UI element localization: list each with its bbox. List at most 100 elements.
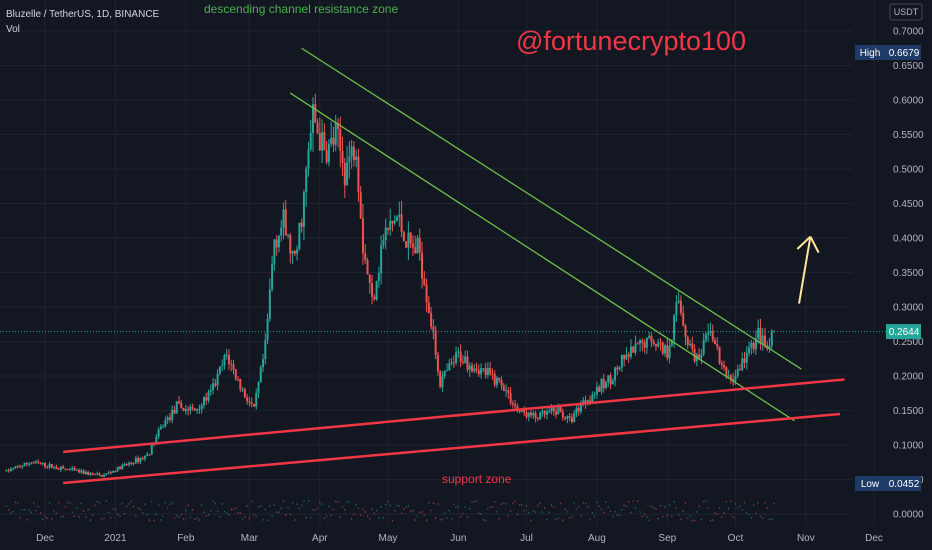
candle-body[interactable] [509, 392, 512, 404]
candle-body[interactable] [682, 312, 685, 326]
candle-body[interactable] [707, 332, 710, 335]
candle-body[interactable] [159, 426, 162, 430]
candle-body[interactable] [382, 240, 385, 246]
candle-body[interactable] [330, 137, 333, 144]
candle-body[interactable] [570, 417, 573, 422]
candle-body[interactable] [171, 409, 174, 420]
candle-body[interactable] [561, 411, 564, 418]
candle-body[interactable] [734, 375, 737, 381]
candle-body[interactable] [212, 383, 215, 390]
candle-body[interactable] [214, 383, 217, 386]
candle-body[interactable] [84, 471, 87, 475]
candle-body[interactable] [287, 235, 290, 237]
candle-body[interactable] [625, 354, 628, 360]
candle-body[interactable] [309, 132, 312, 150]
candle-body[interactable] [41, 462, 44, 464]
candle-body[interactable] [459, 351, 462, 362]
candle-body[interactable] [375, 280, 378, 300]
candle-body[interactable] [189, 407, 192, 411]
candle-body[interactable] [448, 363, 451, 371]
candle-body[interactable] [718, 347, 721, 364]
candle-body[interactable] [436, 354, 439, 372]
candle-body[interactable] [307, 149, 310, 169]
candle-body[interactable] [441, 375, 444, 388]
candle-body[interactable] [207, 391, 210, 401]
candle-body[interactable] [227, 354, 230, 365]
candle-body[interactable] [493, 374, 496, 385]
candle-body[interactable] [602, 379, 605, 388]
candle-body[interactable] [543, 411, 546, 415]
trendlines[interactable] [63, 47, 845, 485]
candle-body[interactable] [761, 335, 764, 344]
candle-body[interactable] [530, 412, 533, 416]
candle-body[interactable] [673, 315, 676, 341]
candle-body[interactable] [34, 461, 37, 463]
candle-body[interactable] [218, 366, 221, 374]
support-annotation[interactable]: support zone [442, 472, 512, 486]
candle-body[interactable] [425, 284, 428, 303]
candle-body[interactable] [527, 412, 530, 417]
candle-body[interactable] [686, 336, 689, 345]
candle-body[interactable] [409, 232, 412, 244]
candle-body[interactable] [418, 237, 421, 253]
candle-body[interactable] [738, 369, 741, 371]
candle-body[interactable] [402, 231, 405, 242]
candle-body[interactable] [93, 474, 96, 476]
candle-body[interactable] [116, 466, 119, 472]
candle-body[interactable] [652, 341, 655, 345]
candle-body[interactable] [71, 468, 74, 470]
candle-body[interactable] [723, 365, 726, 368]
candle-body[interactable] [37, 461, 40, 463]
support-trendline[interactable] [63, 378, 845, 454]
candle-body[interactable] [657, 342, 660, 347]
candle-body[interactable] [636, 343, 639, 345]
candle-body[interactable] [564, 417, 567, 419]
price-axis[interactable]: 0.7000 0.6500 0.6000 0.5500 0.5000 0.4500 0.40… [893, 27, 924, 521]
candle-body[interactable] [105, 473, 108, 475]
candle-body[interactable] [661, 342, 664, 354]
candle-body[interactable] [146, 454, 149, 457]
candle-body[interactable] [505, 390, 508, 392]
candle-body[interactable] [162, 426, 165, 428]
candle-body[interactable] [389, 220, 392, 230]
candle-body[interactable] [411, 243, 414, 248]
candle-body[interactable] [482, 368, 485, 370]
candle-body[interactable] [39, 462, 42, 464]
candle-body[interactable] [125, 463, 128, 465]
candle-body[interactable] [257, 382, 260, 393]
candle-body[interactable] [555, 411, 558, 415]
candle-body[interactable] [302, 192, 305, 227]
candle-body[interactable] [641, 340, 644, 343]
candle-body[interactable] [620, 355, 623, 368]
candle-body[interactable] [132, 462, 135, 464]
candle-body[interactable] [732, 379, 735, 381]
candle-body[interactable] [550, 407, 553, 412]
candle-body[interactable] [277, 235, 280, 248]
candle-body[interactable] [548, 411, 551, 413]
candle-body[interactable] [470, 365, 473, 372]
candle-body[interactable] [341, 150, 344, 164]
candle-body[interactable] [361, 218, 364, 254]
candle-body[interactable] [709, 331, 712, 333]
candle-body[interactable] [232, 364, 235, 370]
candle-body[interactable] [480, 368, 483, 375]
candle-body[interactable] [536, 417, 539, 420]
volume-label[interactable]: Vol [6, 24, 20, 35]
candle-body[interactable] [466, 356, 469, 370]
candle-body[interactable] [137, 457, 140, 462]
candle-body[interactable] [23, 462, 26, 466]
candle-body[interactable] [30, 462, 33, 464]
candle-body[interactable] [316, 122, 319, 134]
candle-body[interactable] [148, 454, 151, 456]
candle-body[interactable] [273, 239, 276, 264]
candle-body[interactable] [237, 378, 240, 380]
candle-body[interactable] [468, 365, 471, 370]
candle-body[interactable] [518, 410, 521, 412]
candle-body[interactable] [659, 342, 662, 344]
candle-body[interactable] [654, 344, 657, 347]
candle-body[interactable] [112, 470, 115, 473]
candle-body[interactable] [332, 137, 335, 145]
candle-body[interactable] [325, 150, 328, 163]
candle-body[interactable] [477, 370, 480, 375]
candle-body[interactable] [284, 209, 287, 236]
